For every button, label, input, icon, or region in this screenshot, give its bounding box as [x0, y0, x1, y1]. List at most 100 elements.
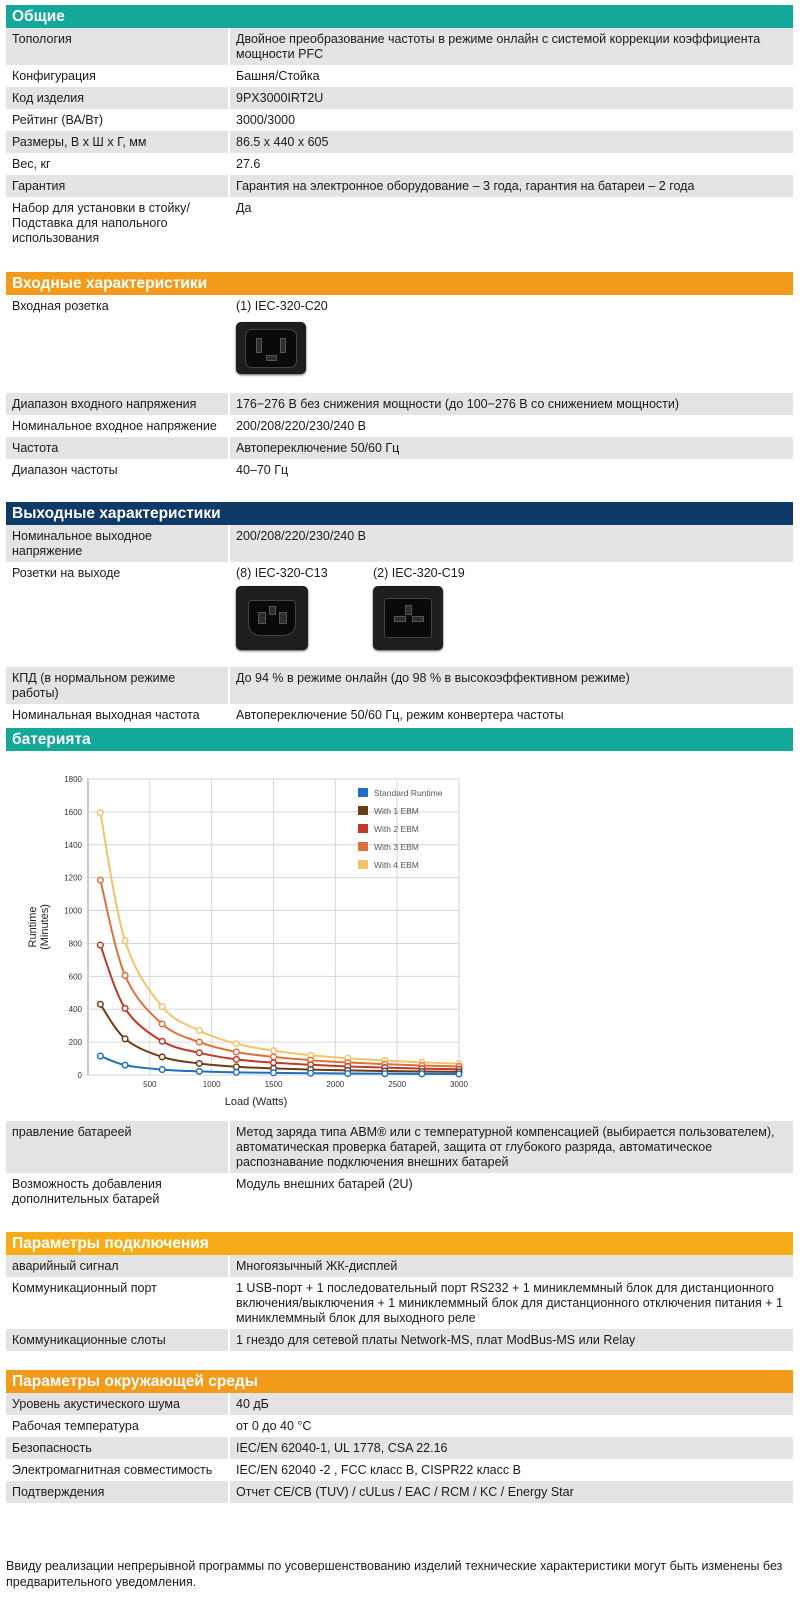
- data-point: [96, 1000, 104, 1008]
- row-value: Модуль внешних батарей (2U): [228, 1173, 793, 1211]
- legend-swatch: [358, 824, 368, 833]
- row-label: Розетки на выходе: [12, 566, 121, 580]
- chart-x-label: Load (Watts): [225, 1096, 288, 1108]
- chart-y-label-line: (Minutes): [39, 904, 51, 950]
- y-tick-label: 1800: [64, 775, 82, 784]
- legend-label: With 3 EBM: [374, 842, 419, 852]
- row-label: Коммуникационный порт: [12, 1281, 157, 1295]
- row-value: Двойное преобразование частоты в режиме …: [228, 28, 793, 65]
- x-tick-label: 1000: [203, 1080, 221, 1089]
- data-point: [269, 1053, 278, 1061]
- outlet-c19-label: (2) IEC-320-C19: [373, 566, 465, 580]
- iec-c20-inlet-icon: [236, 322, 306, 374]
- table-row: Диапазон входного напряжения 176−276 В б…: [6, 393, 793, 415]
- table-row: Номинальная выходная частота Автопереклю…: [6, 704, 793, 726]
- data-point: [195, 1038, 203, 1046]
- data-point: [381, 1070, 389, 1078]
- runtime-chart: 0 200 400 600 800 1000 1200 1400 1600 1800 500 1000…: [6, 751, 793, 1121]
- row-label: КПД (в нормальном режиме работы): [12, 671, 176, 700]
- table-row: Коммуникационный порт 1 USB-порт + 1 пос…: [6, 1277, 793, 1329]
- table-row: Конфигурация Башня/Стойка: [6, 65, 793, 87]
- row-value: До 94 % в режиме онлайн (до 98 % в высок…: [228, 667, 793, 704]
- x-tick-label: 3000: [450, 1080, 468, 1089]
- data-point: [418, 1070, 426, 1078]
- data-point: [121, 1004, 129, 1012]
- row-label: Возможность добавления дополнительных ба…: [12, 1177, 162, 1206]
- row-label: Номинальное выходное напряжение: [12, 529, 153, 558]
- table-row: Диапазон частоты 40–70 Гц: [6, 459, 793, 481]
- data-point: [195, 1049, 203, 1057]
- row-value: 9PX3000IRT2U: [228, 87, 793, 109]
- data-point: [121, 1035, 129, 1043]
- chart-legend: Standard Runtime With 1 EBM With 2 EBM With…: [358, 788, 443, 870]
- y-tick-label: 1400: [64, 841, 82, 850]
- spec-sheet: Общие Топология Двойное преобразование ч…: [6, 5, 793, 1503]
- outlet-c13-label: (8) IEC-320-C13: [236, 566, 328, 580]
- data-point: [158, 1020, 166, 1028]
- data-point: [455, 1070, 463, 1078]
- table-row: аварийный сигнал Многоязычный ЖК-дисплей: [6, 1255, 793, 1277]
- y-tick-label: 0: [78, 1071, 83, 1080]
- data-point: [195, 1059, 203, 1068]
- data-point: [269, 1059, 278, 1067]
- row-label: Подтверждения: [12, 1485, 105, 1499]
- row-label: Электромагнитная совместимость: [12, 1463, 213, 1477]
- x-tick-label: 2000: [326, 1080, 344, 1089]
- row-label: Гарантия: [12, 179, 66, 193]
- legend-swatch: [358, 842, 368, 851]
- row-value: 3000/3000: [228, 109, 793, 131]
- row-value: (1) IEC-320-C20: [228, 295, 793, 393]
- data-point: [158, 1037, 166, 1045]
- row-value: Многоязычный ЖК-дисплей: [228, 1255, 793, 1277]
- row-value: Башня/Стойка: [228, 65, 793, 87]
- data-point: [158, 1003, 166, 1011]
- y-tick-label: 200: [69, 1038, 83, 1047]
- row-value: Гарантия на электронное оборудование – 3…: [228, 175, 793, 197]
- data-point: [121, 1061, 129, 1069]
- row-label: Рейтинг (ВА/Вт): [12, 113, 104, 127]
- section-header-input: Входные характеристики: [6, 272, 793, 295]
- section-header-environment: Параметры окружающей среды: [6, 1370, 793, 1393]
- table-row: Розетки на выходе (8) IEC-320-C13 (2) IE…: [6, 562, 793, 667]
- row-label: Входная розетка: [12, 299, 109, 313]
- row-label: Код изделия: [12, 91, 85, 105]
- row-label: Диапазон частоты: [12, 463, 118, 477]
- data-point: [232, 1063, 240, 1071]
- y-tick-label: 1000: [64, 907, 82, 916]
- data-point: [269, 1047, 278, 1055]
- data-point: [195, 1067, 203, 1075]
- data-point: [158, 1066, 166, 1074]
- y-tick-label: 1200: [64, 874, 82, 883]
- row-value: 27.6: [228, 153, 793, 175]
- row-value: 40–70 Гц: [228, 459, 793, 481]
- row-label: Вес, кг: [12, 157, 51, 171]
- row-label: Безопасность: [12, 1441, 92, 1455]
- table-row: Топология Двойное преобразование частоты…: [6, 28, 793, 65]
- chart-axes: 0 200 400 600 800 1000 1200 1400 1600 1800 500 1000…: [64, 775, 468, 1089]
- row-value: Автопереключение 50/60 Гц: [228, 437, 793, 459]
- row-value: IEC/EN 62040-1, UL 1778, CSA 22.16: [228, 1437, 793, 1459]
- legend-label: With 4 EBM: [374, 860, 419, 870]
- input-outlet-type: (1) IEC-320-C20: [236, 299, 328, 313]
- section-header-general: Общие: [6, 5, 793, 28]
- iec-c19-outlet-icon: [373, 586, 443, 650]
- row-value: Метод заряда типа ABM® или с температурн…: [228, 1121, 793, 1173]
- row-value: 40 дБ: [228, 1393, 793, 1415]
- row-label: Уровень акустического шума: [12, 1397, 180, 1411]
- output-outlet-c13: (8) IEC-320-C13: [236, 566, 328, 654]
- row-value: 1 USB-порт + 1 последовательный порт RS2…: [228, 1277, 793, 1329]
- y-tick-label: 600: [69, 972, 83, 981]
- series-line: [99, 812, 460, 1065]
- chart-series: [96, 809, 463, 1078]
- chart-y-label: Runtime(Minutes): [27, 904, 51, 950]
- data-point: [232, 1068, 240, 1076]
- legend-label: With 1 EBM: [374, 806, 419, 816]
- row-label: Частота: [12, 441, 59, 455]
- legend-swatch: [358, 860, 368, 869]
- row-value: Автопереключение 50/60 Гц, режим конверт…: [228, 704, 793, 726]
- data-point: [232, 1040, 240, 1048]
- row-value: 176−276 В без снижения мощности (до 100−…: [228, 393, 793, 415]
- data-point: [269, 1069, 278, 1077]
- table-row: Подтверждения Отчет CE/CB (TUV) / cULus …: [6, 1481, 793, 1503]
- legend-swatch: [358, 788, 368, 797]
